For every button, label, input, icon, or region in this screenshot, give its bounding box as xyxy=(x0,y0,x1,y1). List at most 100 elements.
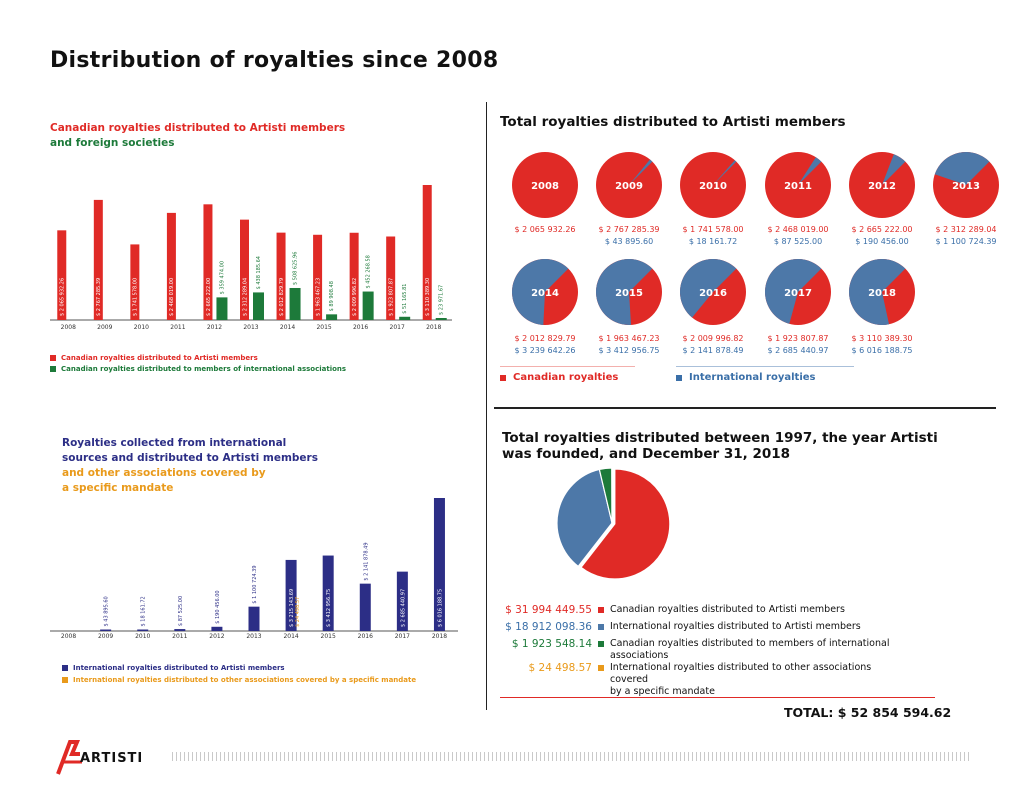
bar-canadian xyxy=(349,232,359,320)
pie-year-label: 2009 xyxy=(615,181,643,192)
pie-2017: 2017 xyxy=(765,259,831,325)
pie-2012: 2012 xyxy=(849,152,915,218)
bar-international xyxy=(137,629,149,631)
pie-caption-2016: $ 2 009 996.82 $ 2 141 878.49 xyxy=(668,333,758,357)
pie-year-label: 2013 xyxy=(952,181,980,192)
legend-label: International royalties distributed to o… xyxy=(73,676,417,684)
bar-label-international: $ 43 895.60 xyxy=(104,596,110,626)
chart1-title-line2: and foreign societies xyxy=(50,137,175,149)
bar-label-canadian: $ 2 009 996.82 xyxy=(352,278,358,316)
total-row-international: $ 18 912 098.36 International royalties … xyxy=(490,621,910,633)
pie-slice-canadian xyxy=(933,152,999,218)
x-tick-label: 2009 xyxy=(98,633,113,640)
bar-label-mandate: $ 24 498.57 xyxy=(295,597,301,627)
pie-slice-international xyxy=(765,259,822,324)
pie-international-amount: $ 18 161.72 xyxy=(688,237,738,246)
page-title: Distribution of royalties since 2008 xyxy=(50,48,499,73)
bar-canadian xyxy=(386,236,396,320)
legend-swatch xyxy=(50,366,56,372)
bar-label-foreign: $ 51 165.81 xyxy=(402,284,408,314)
pie-2015: 2015 xyxy=(596,259,662,325)
pie-year-label: 2012 xyxy=(868,181,896,192)
canadian-royalties-bar-chart: 2008 $ 2 065 932.26 2009 $ 2 767 285.39 2010… xyxy=(50,185,452,331)
pie-international-amount: $ 3 239 642.26 xyxy=(514,346,576,355)
x-tick-label: 2018 xyxy=(426,324,441,331)
pie-international-amount: $ 2 141 878.49 xyxy=(682,346,744,355)
legend-label: Canadian royalties xyxy=(513,372,619,383)
bar-foreign xyxy=(326,314,338,320)
bar-canadian xyxy=(240,219,249,320)
pie-international-amount: $ 43 895.60 xyxy=(604,237,654,246)
legend-rule-red xyxy=(500,366,635,367)
pie-international-amount: $ 6 016 188.75 xyxy=(851,346,913,355)
bar-international xyxy=(174,629,186,631)
bar-label-foreign: $ 508 625.96 xyxy=(293,252,299,285)
pie-slice-canadian xyxy=(680,259,746,325)
chart2-legend-mandate: International royalties distributed to o… xyxy=(62,676,416,684)
x-tick-label: 2015 xyxy=(316,324,331,331)
pie-caption-2010: $ 1 741 578.00 $ 18 161.72 xyxy=(668,224,758,248)
x-tick-label: 2017 xyxy=(395,633,410,640)
pie-slice-international xyxy=(934,152,990,185)
legend-swatch xyxy=(62,665,68,671)
pie-canadian-amount: $ 1 923 807.87 xyxy=(767,334,829,343)
bar-foreign xyxy=(253,292,264,320)
x-tick-label: 2016 xyxy=(353,324,368,331)
pie-slice-canadian xyxy=(680,152,746,218)
pie-2009: 2009 xyxy=(596,152,662,218)
bar-label-canadian: $ 1 963 467.23 xyxy=(315,278,321,316)
x-tick-label: 2016 xyxy=(358,633,373,640)
bar-label-canadian: $ 3 110 389.30 xyxy=(425,278,431,316)
legend-swatch xyxy=(598,665,604,671)
bar-label-international: $ 87 525.00 xyxy=(178,596,184,626)
legend-swatch xyxy=(500,374,506,381)
x-tick-label: 2013 xyxy=(246,633,261,640)
pie-year-label: 2011 xyxy=(784,181,812,192)
total-desc-line2: by a specific mandate xyxy=(610,686,715,697)
bar-foreign xyxy=(362,291,374,320)
pie-caption-2012: $ 2 665 222.00 $ 190 456.00 xyxy=(837,224,927,248)
pie-year-label: 2015 xyxy=(615,288,643,299)
total-amount: $ 31 994 449.55 xyxy=(505,604,592,616)
bar-canadian xyxy=(93,199,103,320)
bar-international xyxy=(322,555,334,631)
bar-international xyxy=(285,559,297,631)
pie-slice-canadian xyxy=(596,152,662,218)
bar-label-international: $ 2 141 878.49 xyxy=(363,542,369,580)
total-desc: International royalties distributed to o… xyxy=(610,662,910,698)
bar-label-canadian: $ 2 065 932.26 xyxy=(60,278,66,316)
pie-canadian-amount: $ 2 767 285.39 xyxy=(598,225,660,234)
x-tick-label: 2011 xyxy=(172,633,187,640)
bar-international xyxy=(100,629,112,631)
legend-label: International royalties xyxy=(689,372,816,383)
bar-label-international: $ 3 412 956.75 xyxy=(326,589,332,627)
bar-canadian xyxy=(130,244,140,320)
pie-2016: 2016 xyxy=(680,259,746,325)
pie-slice-canadian xyxy=(512,259,578,325)
horizontal-divider xyxy=(494,407,996,409)
bar-foreign xyxy=(289,287,301,320)
pie-slice-international xyxy=(849,259,906,325)
chart1-title-line1: Canadian royalties distributed to Artist… xyxy=(50,122,346,134)
totals-pie-chart xyxy=(556,467,671,580)
total-desc: International royalties distributed to A… xyxy=(610,621,861,632)
legend-swatch xyxy=(676,374,682,381)
pie-2014: 2014 xyxy=(512,259,578,325)
pie-canadian-amount: $ 2 012 829.79 xyxy=(514,334,576,343)
grand-total: TOTAL: $ 52 854 594.62 xyxy=(784,705,952,720)
pie-slice-international xyxy=(512,259,569,325)
chart1-legend-foreign: Canadian royalties distributed to member… xyxy=(50,365,346,373)
logo-swoosh xyxy=(56,740,80,775)
x-tick-label: 2015 xyxy=(321,633,336,640)
bar-label-foreign: $ 89 908.48 xyxy=(329,281,335,311)
bar-label-foreign: $ 438 185.64 xyxy=(256,256,262,289)
pie-international-amount: $ 2 685 440.97 xyxy=(767,346,829,355)
pie-caption-2011: $ 2 468 019.00 $ 87 525.00 xyxy=(753,224,843,248)
totals-pie-slice xyxy=(556,468,613,568)
pie-2010: 2010 xyxy=(680,152,746,218)
pie-canadian-amount: $ 2 065 932.26 xyxy=(514,225,576,234)
pie-international-amount: $ 3 412 956.75 xyxy=(598,346,660,355)
pie-year-label: 2018 xyxy=(868,288,896,299)
chart2-title-line2: sources and distributed to Artisti membe… xyxy=(62,452,318,464)
bar-label-international: $ 6 016 188.75 xyxy=(437,589,443,627)
